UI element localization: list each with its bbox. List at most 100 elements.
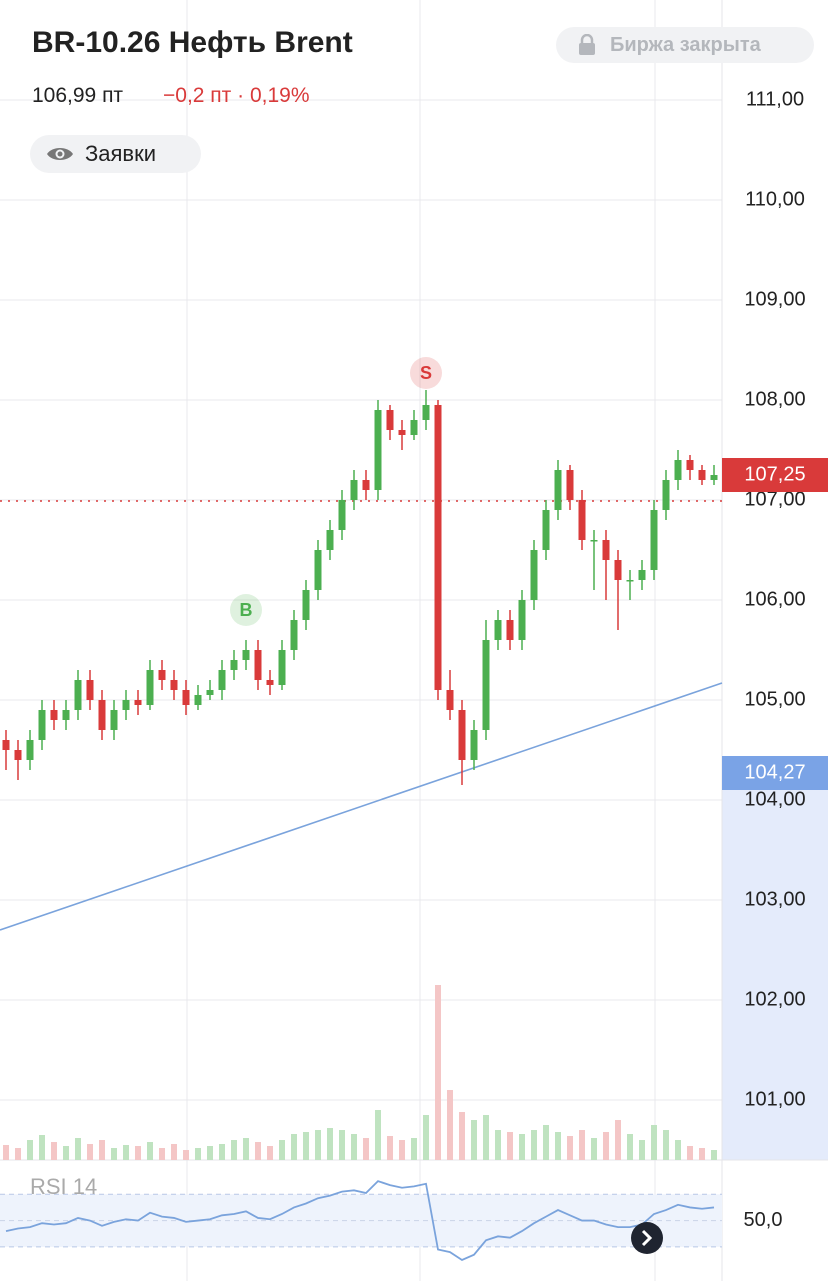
candle-body: [242, 650, 250, 660]
volume-bar: [675, 1140, 681, 1160]
candle-body: [374, 410, 382, 490]
volume-bar: [399, 1140, 405, 1160]
candle-body: [710, 475, 718, 480]
volume-bar: [255, 1142, 261, 1160]
candle-body: [458, 710, 466, 760]
volume-bar: [387, 1136, 393, 1160]
volume-bar: [171, 1144, 177, 1160]
candle-body: [626, 580, 634, 582]
volume-bar: [99, 1140, 105, 1160]
candle-body: [50, 710, 58, 720]
candle-body: [338, 500, 346, 530]
volume-bar: [531, 1130, 537, 1160]
status-text: Биржа закрыта: [610, 34, 761, 56]
candle-body: [446, 690, 454, 710]
y-tick-label: 107,00: [744, 488, 805, 510]
volume-bar: [135, 1146, 141, 1160]
volume-bar: [411, 1138, 417, 1160]
rsi-title: RSI 14: [30, 1174, 97, 1199]
volume-bar: [555, 1132, 561, 1160]
volume-bar: [3, 1145, 9, 1160]
volume-bar: [267, 1146, 273, 1160]
volume-bar: [567, 1136, 573, 1160]
volume-bar: [423, 1115, 429, 1160]
y-tick-label: 103,00: [744, 888, 805, 910]
volume-bar: [639, 1140, 645, 1160]
candle-body: [542, 510, 550, 550]
volume-bar: [303, 1132, 309, 1160]
volume-bar: [183, 1150, 189, 1160]
volume-bar: [699, 1148, 705, 1160]
lock-icon: [579, 34, 595, 55]
volume-bar: [87, 1144, 93, 1160]
volume-bar: [195, 1148, 201, 1160]
trendline: [0, 682, 723, 931]
volume-bar: [123, 1145, 129, 1160]
status-pill: Биржа закрыта: [556, 27, 814, 63]
y-tick-label: 106,00: [744, 588, 805, 610]
candle-body: [662, 480, 670, 510]
y-tick-label: 110,00: [745, 188, 805, 210]
volume-bar: [507, 1132, 513, 1160]
candle-body: [218, 670, 226, 690]
y-tick-label: 109,00: [744, 288, 805, 310]
candle-body: [686, 460, 694, 470]
scroll-button[interactable]: [631, 1222, 663, 1254]
candle-body: [518, 600, 526, 640]
volume-bar: [471, 1120, 477, 1160]
candle-body: [206, 690, 214, 695]
orders-button[interactable]: Заявки: [30, 135, 201, 173]
y-tick-label: 105,00: [744, 688, 805, 710]
trade-marker-label: B: [240, 600, 253, 620]
volume-bar: [603, 1132, 609, 1160]
y-tick-label: 108,00: [744, 388, 805, 410]
candle-body: [590, 540, 598, 542]
rsi-tick-label: 50,0: [744, 1209, 783, 1231]
candle-body: [86, 680, 94, 700]
price-label-bg: [722, 458, 828, 492]
candle-body: [146, 670, 154, 705]
volume-bar: [579, 1130, 585, 1160]
volume-bar: [363, 1138, 369, 1160]
candle-body: [698, 470, 706, 480]
candle-body: [302, 590, 310, 620]
volume-bar: [159, 1148, 165, 1160]
candle-body: [614, 560, 622, 580]
candle-body: [326, 530, 334, 550]
candle-body: [566, 470, 574, 500]
volume-bar: [51, 1142, 57, 1160]
candle-body: [554, 470, 562, 510]
volume-bar: [351, 1134, 357, 1160]
candle-body: [482, 640, 490, 730]
volume-bar: [75, 1138, 81, 1160]
candle-body: [134, 700, 142, 705]
volume-bar: [27, 1140, 33, 1160]
candle-body: [278, 650, 286, 685]
y-tick-label: 104,00: [744, 788, 805, 810]
volume-bar: [495, 1130, 501, 1160]
volume-bar: [207, 1146, 213, 1160]
candle-body: [74, 680, 82, 710]
volume-bar: [327, 1128, 333, 1160]
candle-body: [38, 710, 46, 740]
volume-bar: [591, 1138, 597, 1160]
candle-body: [14, 750, 22, 760]
level-label: 104,27: [744, 761, 805, 783]
scroll-arrow: [641, 1229, 653, 1247]
volume-bar: [111, 1148, 117, 1160]
volume-bar: [231, 1140, 237, 1160]
price: 106,99 пт: [32, 84, 124, 107]
candle-body: [386, 410, 394, 430]
volume-bar: [243, 1138, 249, 1160]
volume-bar: [483, 1115, 489, 1160]
y-tick-label: 101,00: [744, 1088, 805, 1110]
volume-bar: [375, 1110, 381, 1160]
volume-bar: [339, 1130, 345, 1160]
candle-body: [350, 480, 358, 500]
candle-body: [494, 620, 502, 640]
rsi-line: [5, 1180, 715, 1262]
volume-bar: [627, 1134, 633, 1160]
candle-body: [26, 740, 34, 760]
price-label: 107,25: [744, 463, 805, 485]
candle-body: [314, 550, 322, 590]
